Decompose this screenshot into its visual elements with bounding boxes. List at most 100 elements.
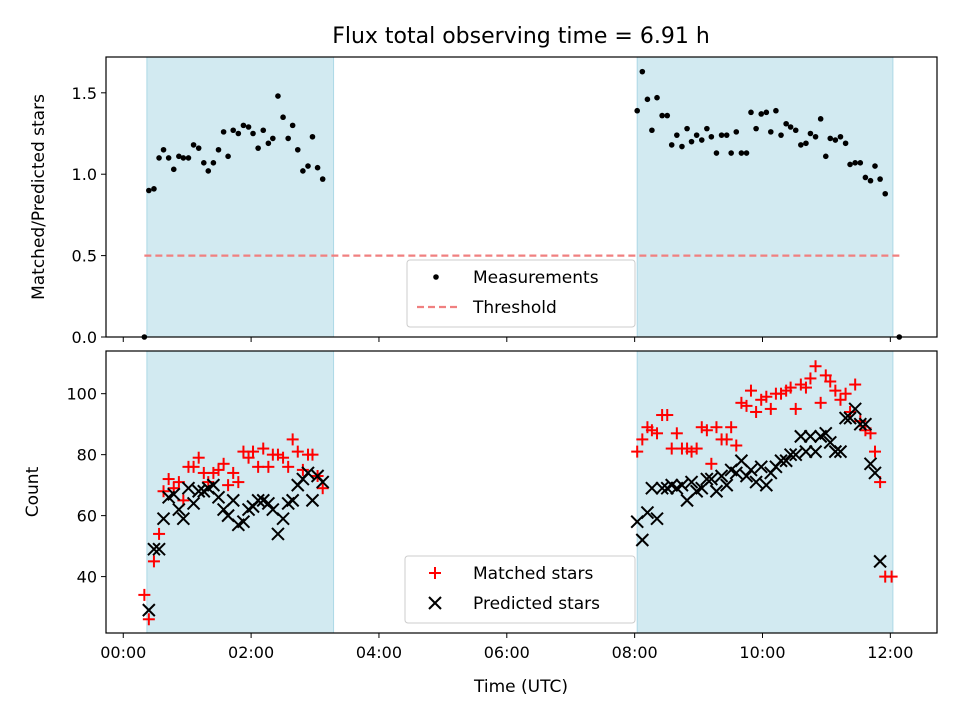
predicted-star-point — [172, 502, 186, 517]
predicted-star-point — [808, 444, 823, 459]
predicted-star-point — [794, 429, 808, 444]
matched-star-point — [764, 402, 777, 415]
matched-star-point — [760, 390, 773, 403]
measurement-point — [713, 150, 720, 156]
measurement-point — [708, 133, 715, 140]
predicted-star-point — [211, 490, 226, 505]
measurement-point — [165, 155, 172, 161]
measurement-point — [289, 122, 296, 129]
measurement-point — [783, 120, 789, 127]
matched-star-point — [814, 396, 827, 409]
measurement-point — [822, 153, 829, 160]
matched-star-point — [162, 473, 175, 486]
predicted-star-point — [848, 402, 862, 416]
measurement-point — [668, 142, 675, 148]
measurement-point — [728, 150, 734, 156]
measurement-point — [201, 160, 207, 166]
measurement-point — [812, 133, 819, 140]
predicted-star-point — [301, 466, 315, 480]
predicted-star-point — [700, 472, 714, 486]
predicted-star-point — [833, 444, 848, 459]
matched-star-point — [222, 479, 235, 492]
matched-star-point — [725, 421, 738, 434]
measurement-point — [634, 107, 641, 114]
x-tick-label: 04:00 — [356, 643, 402, 662]
measurement-point — [743, 150, 750, 156]
measurement-point — [763, 109, 770, 116]
measurement-point — [778, 132, 784, 138]
y-tick-label: 0.0 — [72, 328, 97, 347]
predicted-star-point — [186, 496, 201, 511]
matched-star-point — [868, 445, 881, 458]
measurement-point — [220, 129, 227, 135]
matched-star-point — [720, 433, 733, 446]
predicted-star-point — [774, 454, 788, 468]
predicted-star-point — [640, 505, 655, 520]
matched-star-point — [286, 433, 299, 446]
panel-ratio-shading — [146, 56, 894, 338]
matched-star-point — [670, 427, 683, 440]
predicted-star-point — [156, 511, 171, 526]
matched-star-point — [784, 381, 797, 394]
measurement-point — [852, 160, 858, 166]
matched-star-point — [316, 482, 329, 495]
measurement-point — [314, 164, 321, 171]
shaded-interval-0 — [146, 56, 335, 338]
x-tick-label: 06:00 — [484, 643, 530, 662]
predicted-star-point — [754, 460, 768, 474]
measurement-point — [847, 161, 853, 168]
measurement-point — [190, 142, 197, 148]
matched-star-point — [247, 445, 260, 458]
measurement-point — [882, 190, 889, 197]
measurement-point — [245, 124, 252, 130]
legend-marker-measurements — [433, 274, 439, 280]
measurement-point — [265, 140, 272, 147]
measurement-point — [659, 112, 665, 119]
measurement-point — [803, 140, 809, 147]
matched-star-point — [700, 424, 713, 437]
panel-ratio: 0.0 0.5 1.0 1.5 Matched/Predicted stars Mea… — [29, 56, 938, 347]
measurement-point — [753, 125, 759, 132]
measurement-point — [664, 112, 671, 119]
predicted-star-point — [271, 527, 285, 541]
matched-star-point — [291, 445, 304, 458]
matched-star-point — [192, 451, 205, 464]
measurement-point — [255, 145, 261, 151]
measurement-point — [877, 176, 883, 182]
matched-star-point — [789, 402, 802, 415]
predicted-star-point — [167, 487, 181, 501]
measurement-point — [684, 125, 690, 132]
predicted-star-point — [191, 484, 206, 498]
measurement-point — [305, 163, 311, 169]
predicted-star-point — [709, 484, 724, 498]
measurement-point — [285, 135, 291, 142]
predicted-star-point — [714, 469, 729, 483]
measurement-point — [205, 168, 212, 174]
matched-star-point — [636, 433, 649, 446]
y-tick-label: 60 — [77, 507, 97, 526]
matched-star-point — [232, 476, 245, 489]
chart-title: Flux total observing time = 6.91 h — [332, 24, 710, 49]
measurement-point — [842, 140, 849, 147]
panel-ratio-yticks: 0.0 0.5 1.0 1.5 — [72, 84, 106, 347]
matched-star-point — [306, 448, 319, 461]
x-tick-label: 12:00 — [867, 643, 913, 662]
matched-star-point — [744, 384, 757, 397]
matched-star-point — [631, 445, 644, 458]
matched-star-point — [750, 405, 763, 418]
x-tick-label: 08:00 — [612, 643, 658, 662]
measurement-point — [867, 177, 874, 184]
panel-ratio-plot — [141, 68, 903, 340]
matched-star-point — [829, 384, 842, 397]
matched-star-point — [296, 463, 309, 476]
matched-star-point — [824, 375, 837, 388]
measurement-point — [654, 94, 660, 101]
predicted-star-point — [858, 417, 873, 431]
predicted-star-point — [236, 515, 251, 529]
predicted-star-point — [873, 554, 887, 569]
predicted-star-point — [853, 417, 867, 431]
shaded-interval-1 — [636, 350, 894, 634]
measurement-point — [240, 122, 247, 129]
measurement-point — [309, 133, 316, 140]
x-axis-label: Time (UTC) — [473, 677, 568, 697]
